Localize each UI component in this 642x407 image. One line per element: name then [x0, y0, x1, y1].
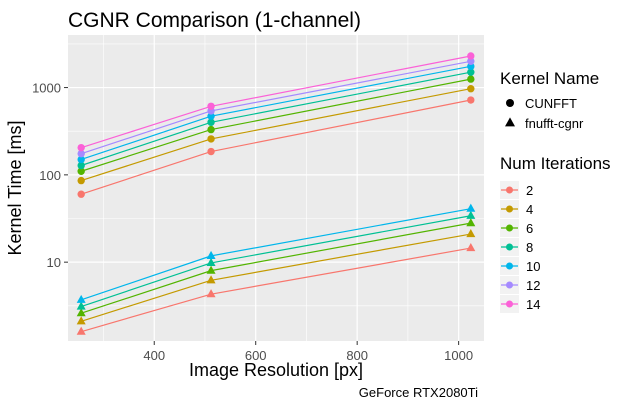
x-axis-label: Image Resolution [px] [189, 360, 363, 380]
y-tick-label: 100 [39, 168, 61, 183]
data-point-cunfft-14 [207, 102, 215, 111]
data-point-cunfft-8 [77, 161, 85, 170]
data-point-cunfft-8 [467, 68, 475, 76]
y-tick-label: 1000 [32, 81, 61, 96]
legend-iterations-label: 6 [526, 221, 533, 236]
legend-iterations-label: 10 [526, 259, 540, 274]
legend-iterations-label: 14 [526, 297, 540, 312]
legend-kernel-title: Kernel Name [500, 69, 599, 88]
plot-panel [68, 35, 484, 341]
data-point-cunfft-12 [77, 149, 85, 158]
data-point-fnufft-cgnr-6 [206, 265, 216, 274]
x-tick-label: 400 [143, 348, 165, 363]
data-point-fnufft-cgnr-8 [206, 257, 216, 267]
legend-key-dot [506, 224, 513, 232]
data-point-cunfft-2 [207, 147, 215, 156]
data-point-cunfft-6 [207, 125, 215, 134]
data-point-cunfft-12 [467, 57, 475, 65]
data-point-cunfft-10 [77, 155, 85, 164]
y-axis-label: Kernel Time [ms] [5, 120, 25, 255]
x-tick-label: 1000 [444, 348, 473, 363]
data-point-cunfft-14 [467, 52, 475, 60]
legend-iterations-label: 2 [526, 183, 533, 198]
data-point-cunfft-4 [77, 176, 85, 185]
data-point-fnufft-cgnr-8 [76, 301, 86, 310]
data-point-cunfft-4 [207, 135, 215, 143]
legend-kernel-label: fnufft-cgnr [525, 116, 584, 131]
data-point-fnufft-cgnr-10 [76, 294, 86, 303]
data-point-fnufft-cgnr-4 [466, 229, 476, 238]
legend-key-dot [506, 243, 513, 251]
x-tick-label: 800 [346, 348, 368, 363]
data-point-fnufft-cgnr-6 [76, 308, 86, 317]
data-point-fnufft-cgnr-10 [206, 250, 216, 259]
data-point-fnufft-cgnr-10 [466, 203, 476, 212]
data-point-fnufft-cgnr-2 [206, 289, 216, 298]
data-markers [76, 52, 476, 335]
data-point-fnufft-cgnr-2 [76, 326, 86, 335]
legend-circle-icon [506, 99, 514, 107]
data-point-fnufft-cgnr-8 [466, 210, 476, 219]
x-axis: 400 600 800 1000 [143, 341, 473, 363]
data-point-cunfft-8 [207, 118, 215, 127]
legend-key-dot [506, 262, 513, 270]
data-point-cunfft-6 [467, 75, 475, 83]
data-point-fnufft-cgnr-4 [206, 275, 216, 284]
legend-kernel-label: CUNFFT [525, 96, 577, 111]
legend-triangle-icon [505, 117, 515, 127]
legend-num-iterations: Num Iterations 2 4 6 8 10 12 14 [500, 154, 611, 313]
data-point-cunfft-4 [467, 85, 475, 93]
device-caption: GeForce RTX2080Ti [359, 385, 478, 400]
data-point-cunfft-6 [77, 167, 85, 175]
legend-iterations-label: 12 [526, 278, 540, 293]
legend-key-dot [506, 281, 513, 289]
legend-key-dot [506, 186, 513, 194]
data-point-cunfft-14 [77, 143, 85, 152]
y-axis: 10 100 1000 [32, 81, 68, 270]
data-point-cunfft-10 [467, 62, 475, 71]
data-point-fnufft-cgnr-6 [466, 218, 476, 227]
data-point-cunfft-2 [77, 190, 85, 198]
legend-iterations-label: 4 [526, 202, 533, 217]
grid [68, 35, 484, 341]
legend-iterations-title: Num Iterations [500, 154, 611, 173]
data-point-cunfft-2 [467, 96, 475, 104]
chart-title: CGNR Comparison (1-channel) [68, 9, 361, 32]
legend-kernel-name: Kernel Name CUNFFT fnufft-cgnr [500, 69, 599, 131]
legend-key-dot [506, 300, 513, 308]
data-point-fnufft-cgnr-4 [76, 316, 86, 325]
data-point-cunfft-10 [207, 112, 215, 120]
x-tick-label: 600 [245, 348, 267, 363]
data-point-fnufft-cgnr-2 [466, 243, 476, 252]
legend-key-dot [506, 205, 513, 213]
y-tick-label: 10 [47, 255, 61, 270]
legend-iterations-label: 8 [526, 240, 533, 255]
